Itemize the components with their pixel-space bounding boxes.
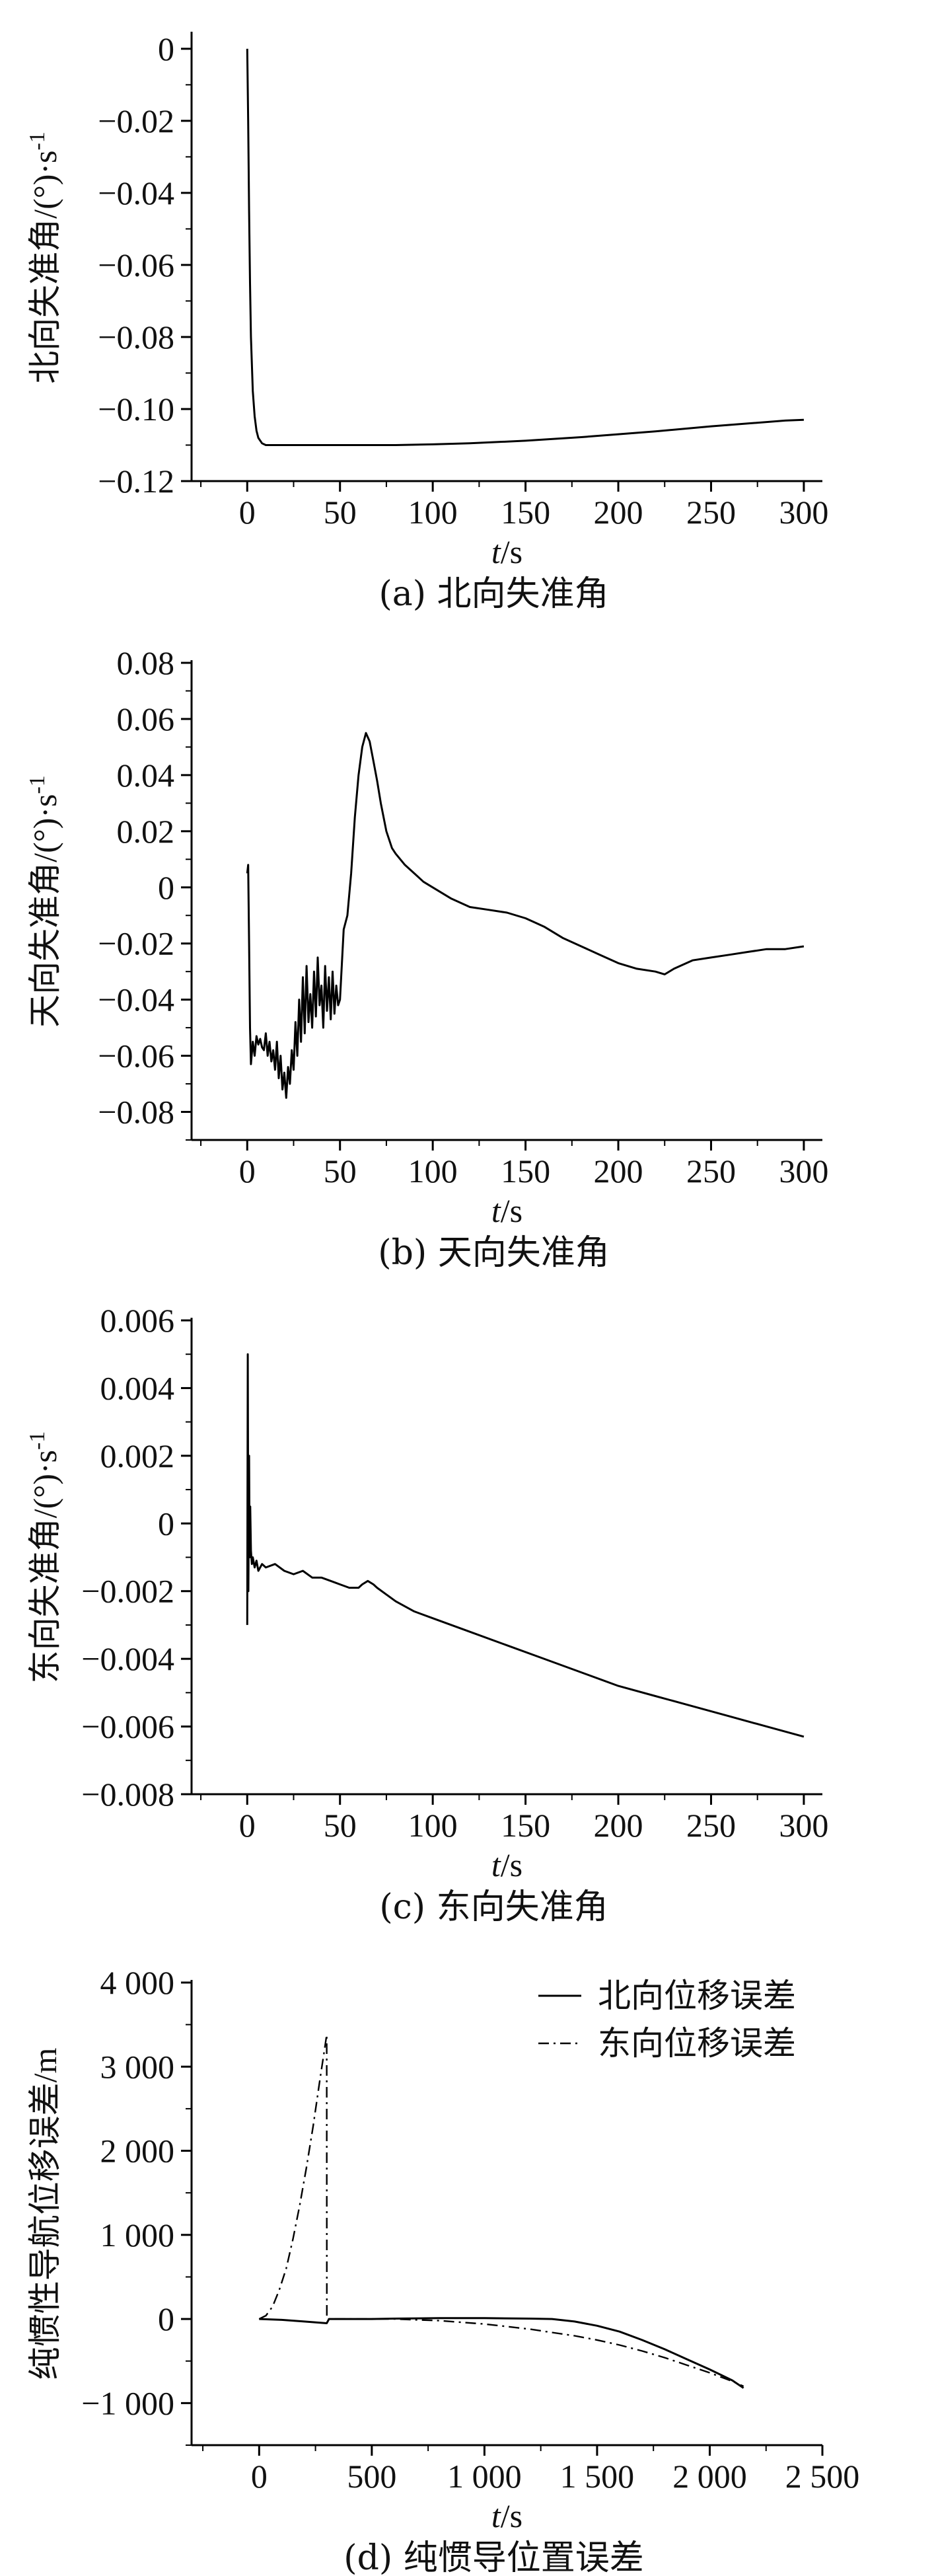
y-axis-label: 纯惯性导航位移误差/m — [26, 2048, 63, 2380]
y-tick-label: −0.08 — [98, 1094, 174, 1131]
y-tick-label: 0.004 — [100, 1369, 175, 1406]
x-tick-label: 100 — [408, 1807, 458, 1844]
series-line-1 — [259, 2317, 744, 2389]
y-tick-label: −0.12 — [98, 463, 174, 500]
y-tick-label: 0.006 — [100, 1302, 175, 1339]
chart-panel-2: 0 50 100 150 200 250 300 0.08 0.06 0.04 0.02 0 −0.02… — [25, 644, 828, 1273]
y-tick-label: −0.008 — [81, 1776, 174, 1813]
y-tick-label: 3 000 — [100, 2048, 175, 2085]
x-tick-label: 50 — [324, 1153, 357, 1190]
x-tick-label: 200 — [594, 494, 643, 531]
x-tick-label: 0 — [239, 494, 256, 531]
y-axis-label: 东向失准角/(°)·s-1 — [25, 1431, 63, 1684]
y-tick-label: 0.002 — [100, 1437, 175, 1474]
y-tick-label: −1 000 — [81, 2384, 174, 2421]
y-tick-label: 0 — [158, 1505, 174, 1542]
chart-panel-4: 0 500 1 000 1 500 2 000 2 500 4 000 3 000 2 000 1… — [26, 1964, 859, 2576]
x-tick-label: 300 — [779, 494, 828, 531]
y-tick-label: 0.02 — [117, 813, 175, 850]
x-tick-label: 150 — [501, 1807, 550, 1844]
y-tick-label: 0 — [158, 869, 174, 906]
x-tick-label: 250 — [686, 494, 736, 531]
x-tick-label: 250 — [686, 1153, 736, 1190]
y-tick-label: 0.04 — [117, 757, 175, 794]
x-tick-label: 500 — [347, 2458, 396, 2495]
y-tick-label: −0.006 — [81, 1708, 174, 1745]
y-tick-label: −0.10 — [98, 391, 174, 428]
figure-caption: (a) 北向失准角 — [378, 574, 608, 614]
x-tick-label: 150 — [501, 1153, 550, 1190]
figure-caption: (b) 天向失准角 — [378, 1233, 609, 1273]
x-axis-label: t/s — [491, 1192, 522, 1229]
y-axis-label: 天向失准角/(°)·s-1 — [25, 775, 63, 1028]
series-line-1 — [246, 732, 805, 1099]
y-tick-label: −0.08 — [98, 319, 174, 356]
y-tick-label: −0.06 — [98, 246, 174, 284]
x-tick-label: 200 — [594, 1153, 643, 1190]
x-tick-label: 50 — [324, 1807, 357, 1844]
x-axis-label: t/s — [491, 1846, 522, 1883]
x-tick-label: 0 — [239, 1807, 256, 1844]
x-tick-label: 2 000 — [672, 2458, 747, 2495]
y-tick-label: 4 000 — [100, 1964, 175, 2001]
legend-label-2: 东向位移误差 — [598, 2024, 796, 2063]
y-tick-label: −0.04 — [98, 174, 174, 211]
x-tick-label: 50 — [324, 494, 357, 531]
x-tick-label: 300 — [779, 1153, 828, 1190]
y-tick-label: −0.04 — [98, 981, 174, 1018]
x-tick-label: 0 — [239, 1153, 256, 1190]
series-line-1 — [246, 1353, 805, 1738]
chart-panel-3: 0 50 100 150 200 250 300 0.006 0.004 0.002 0 −0.002… — [25, 1302, 828, 1927]
y-tick-label: 2 000 — [100, 2133, 175, 2170]
series-line-1 — [246, 48, 804, 446]
x-tick-label: 100 — [408, 1153, 458, 1190]
y-tick-label: −0.02 — [98, 102, 174, 139]
x-axis-label: t/s — [491, 533, 522, 570]
x-tick-label: 100 — [408, 494, 458, 531]
chart-panel-1: 0 50 100 150 200 250 300 0 −0.02 −0.04 −0.06 −0.08 −… — [25, 30, 828, 614]
y-tick-label: 0 — [158, 2300, 174, 2337]
x-tick-label: 1 500 — [560, 2458, 635, 2495]
x-tick-label: 1 000 — [447, 2458, 522, 2495]
figure-caption: (c) 东向失准角 — [379, 1887, 608, 1927]
y-tick-label: −0.02 — [98, 925, 174, 962]
y-axis-label: 北向失准角/(°)·s-1 — [25, 132, 63, 384]
series-line-2 — [258, 2033, 744, 2387]
x-tick-label: 2 500 — [785, 2458, 860, 2495]
legend-label-1: 北向位移误差 — [598, 1977, 796, 2015]
x-tick-label: 300 — [779, 1807, 828, 1844]
y-tick-label: −0.004 — [81, 1640, 174, 1677]
x-tick-label: 200 — [594, 1807, 643, 1844]
y-tick-label: −0.002 — [81, 1573, 174, 1610]
y-tick-label: −0.06 — [98, 1038, 174, 1075]
x-tick-label: 0 — [251, 2458, 268, 2495]
x-tick-label: 150 — [501, 494, 550, 531]
y-tick-label: 0 — [158, 30, 174, 67]
y-tick-label: 1 000 — [100, 2216, 175, 2254]
y-tick-label: 0.06 — [117, 701, 175, 738]
x-axis-label: t/s — [491, 2497, 522, 2534]
x-tick-label: 250 — [686, 1807, 736, 1844]
y-tick-label: 0.08 — [117, 644, 175, 681]
figure-caption: (d) 纯惯导位置误差 — [343, 2538, 643, 2576]
